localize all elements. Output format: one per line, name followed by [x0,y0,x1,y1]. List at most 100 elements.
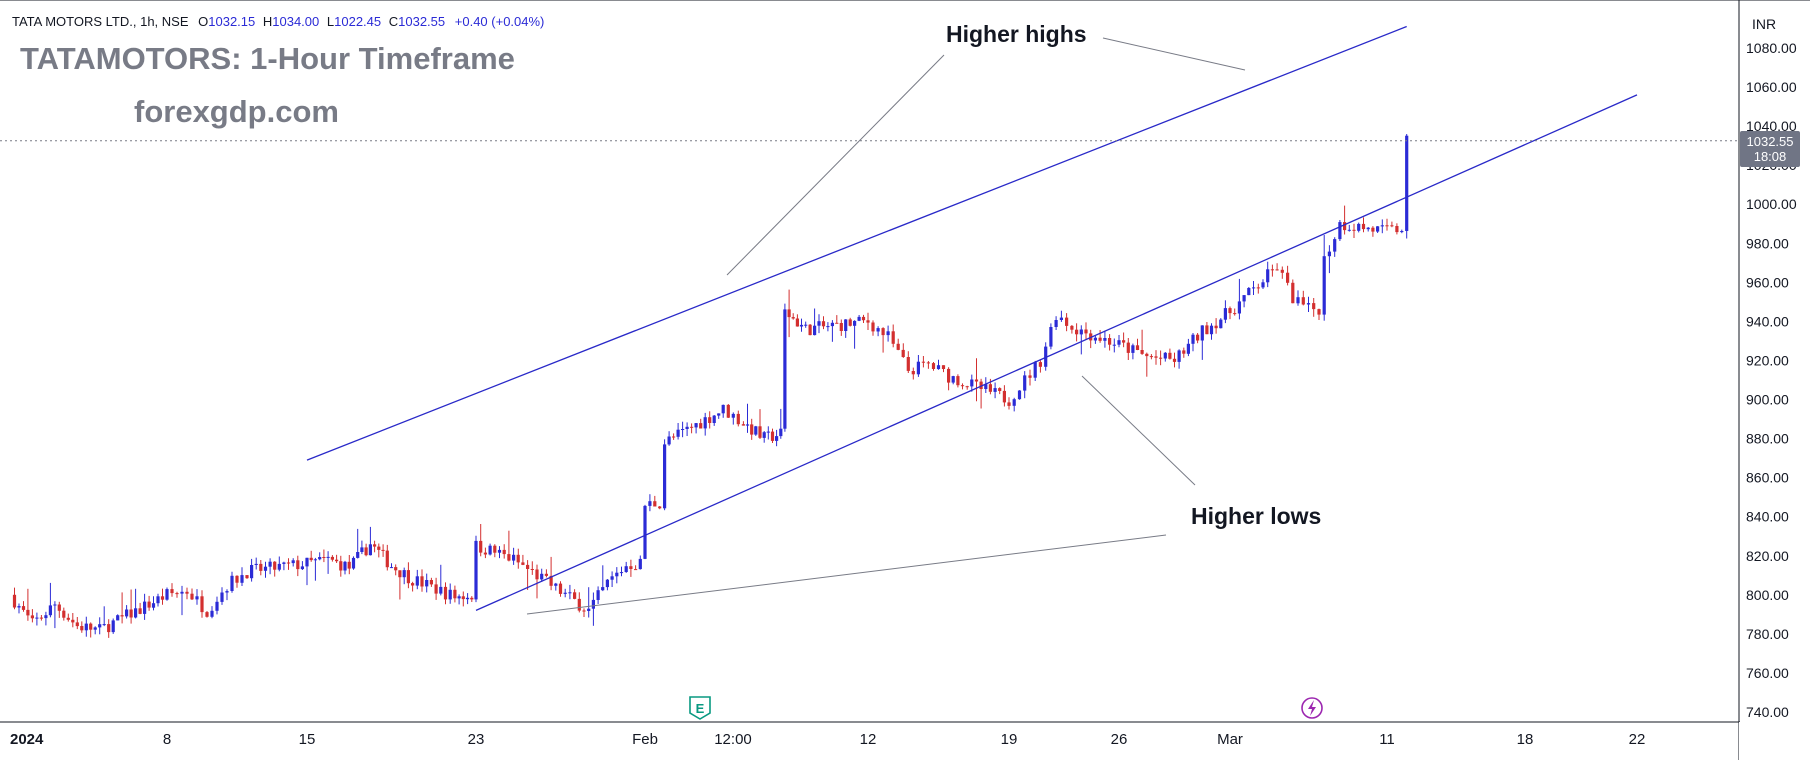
candle-up[interactable] [1327,251,1331,257]
candle-up[interactable] [448,589,452,600]
candle-up[interactable] [712,415,716,423]
lower-channel-line[interactable] [475,94,1638,611]
candle-down[interactable] [988,384,992,392]
higher-highs-pointer-2[interactable] [1102,37,1246,71]
candle-down[interactable] [526,564,530,569]
candle-down[interactable] [787,309,791,318]
candle-up[interactable] [721,404,725,414]
candle-down[interactable] [330,556,334,560]
candle-up[interactable] [826,326,830,328]
candle-up[interactable] [44,615,48,619]
candle-up[interactable] [1093,337,1097,341]
candle-up[interactable] [488,545,492,555]
candle-up[interactable] [165,589,169,600]
candle-down[interactable] [26,609,30,616]
candle-down[interactable] [839,323,843,331]
candle-down[interactable] [530,569,534,570]
candle-up[interactable] [1186,343,1190,354]
candle-down[interactable] [1172,358,1177,362]
candle-up[interactable] [474,540,478,600]
candle-down[interactable] [1390,225,1394,227]
candle-up[interactable] [745,424,750,426]
candle-down[interactable] [1233,313,1237,315]
candle-up[interactable] [326,556,330,558]
candle-up[interactable] [694,423,698,428]
candle-down[interactable] [558,583,563,594]
candle-down[interactable] [881,328,885,336]
candle-up[interactable] [857,316,861,321]
candle-up[interactable] [667,436,671,445]
candle-down[interactable] [286,562,291,564]
candle-down[interactable] [795,318,799,327]
candle-up[interactable] [605,579,609,588]
candle-down[interactable] [1007,402,1011,406]
candle-up[interactable] [53,604,57,606]
candle-down[interactable] [726,404,730,418]
candle-down[interactable] [1270,269,1274,271]
candle-down[interactable] [1122,340,1126,343]
candle-down[interactable] [535,569,539,580]
candle-down[interactable] [1126,342,1130,353]
candle-up[interactable] [48,605,52,616]
candle-up[interactable] [568,592,572,594]
candle-down[interactable] [339,561,343,571]
candle-down[interactable] [185,591,189,594]
candle-down[interactable] [385,550,389,568]
candle-up[interactable] [439,586,443,594]
candle-down[interactable] [160,596,165,600]
candle-up[interactable] [1366,227,1370,230]
upper-channel-line[interactable] [306,25,1407,461]
candle-up[interactable] [35,617,39,619]
candle-down[interactable] [21,606,26,610]
candle-up[interactable] [305,557,309,567]
candle-down[interactable] [998,388,1002,391]
candle-down[interactable] [911,371,915,375]
candle-down[interactable] [377,546,381,550]
candle-down[interactable] [861,316,866,321]
price-axis[interactable]: 740.00 760.00 780.00 800.00 820.00 840.00 860.… [1746,40,1797,720]
candle-up[interactable] [685,426,689,429]
candle-down[interactable] [398,570,402,578]
candle-down[interactable] [672,436,676,438]
candle-up[interactable] [1322,256,1326,315]
candle-up[interactable] [766,431,770,433]
candle-up[interactable] [1117,340,1121,345]
candle-down[interactable] [974,379,979,382]
candle-up[interactable] [830,322,834,327]
candle-down[interactable] [420,576,424,587]
candle-up[interactable] [254,563,258,565]
candle-up[interactable] [1131,345,1135,353]
candle-down[interactable] [791,317,795,319]
candle-down[interactable] [549,575,553,586]
higher-lows-pointer-1b[interactable] [1081,375,1196,486]
candle-down[interactable] [1145,353,1149,357]
candle-up[interactable] [457,596,461,599]
candle-up[interactable] [156,596,160,604]
candle-down[interactable] [965,386,969,388]
candle-up[interactable] [134,608,138,618]
candle-up[interactable] [356,552,360,558]
candle-up[interactable] [250,565,254,579]
candle-down[interactable] [120,615,124,617]
candle-down[interactable] [129,609,133,618]
candle-up[interactable] [587,608,591,611]
candle-up[interactable] [1017,390,1022,400]
candle-up[interactable] [1252,287,1256,289]
candle-down[interactable] [1065,317,1069,326]
candle-up[interactable] [143,601,147,614]
candle-up[interactable] [313,559,317,561]
candle-up[interactable] [703,417,707,429]
candle-up[interactable] [351,557,356,569]
candle-down[interactable] [434,584,438,594]
candle-down[interactable] [947,368,951,383]
candle-down[interactable] [1317,309,1321,315]
candle-up[interactable] [970,379,974,387]
candle-down[interactable] [906,357,910,371]
candle-down[interactable] [170,589,174,594]
candle-up[interactable] [886,331,890,336]
candle-down[interactable] [926,362,930,364]
candle-down[interactable] [741,424,745,426]
candle-up[interactable] [540,573,544,580]
candle-down[interactable] [1214,325,1218,329]
candle-up[interactable] [425,580,429,587]
